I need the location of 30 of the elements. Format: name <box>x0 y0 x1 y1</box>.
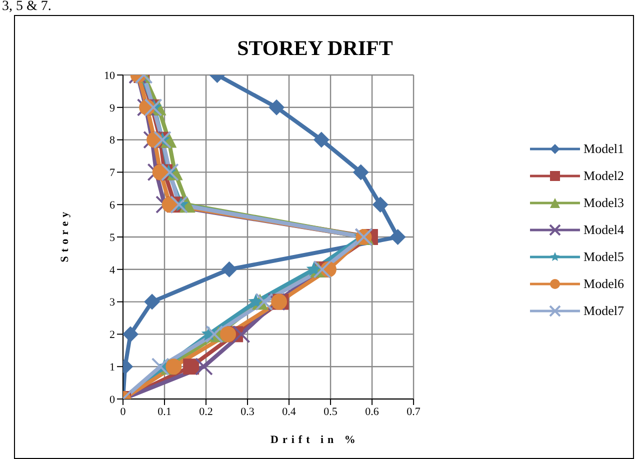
x-tick-label: 0.2 <box>199 406 213 418</box>
x-tick-label: 0.6 <box>365 406 380 418</box>
y-tick-label: 3 <box>110 296 116 309</box>
x-axis-title: Drift in % <box>270 434 360 446</box>
x-tick-label: 0.4 <box>282 406 296 418</box>
x-tick-label: 0.1 <box>158 406 172 418</box>
y-tick-label: 1 <box>110 362 115 374</box>
x-tick-label: 0.5 <box>324 406 338 418</box>
y-tick-label: 7 <box>110 167 116 180</box>
legend-label: Model6 <box>584 275 624 293</box>
legend-label: Model2 <box>584 167 624 185</box>
y-tick-label: 4 <box>110 264 116 276</box>
x-tick-label: 0 <box>120 406 126 418</box>
y-tick-label: 10 <box>104 70 116 82</box>
y-tick-label: 9 <box>110 102 116 114</box>
legend-label: Model4 <box>584 221 624 239</box>
y-tick-label: 8 <box>110 134 116 147</box>
text: 3, 5 & 7. <box>2 0 52 15</box>
y-tick-label: 6 <box>110 200 116 212</box>
chart-title: STOREY DRIFT <box>236 36 394 61</box>
legend-label: Model1 <box>584 140 624 158</box>
y-tick-label: 2 <box>110 329 115 342</box>
legend-label: Model3 <box>584 194 624 212</box>
x-tick-label: 0.3 <box>240 406 255 418</box>
legend-label: Model5 <box>584 248 624 266</box>
legend-label: Model7 <box>584 302 624 320</box>
y-tick-label: 0 <box>110 394 116 406</box>
y-tick-label: 5 <box>110 232 116 244</box>
y-axis-title: Storey <box>59 206 71 264</box>
x-tick-label: 0.7 <box>406 406 421 418</box>
